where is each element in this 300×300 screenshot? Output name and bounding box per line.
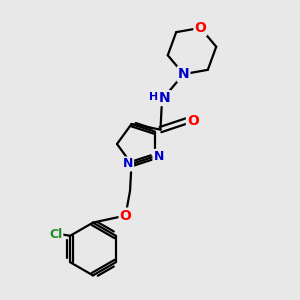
Text: N: N — [123, 158, 133, 170]
Text: O: O — [120, 208, 131, 223]
Text: N: N — [159, 91, 170, 105]
Text: O: O — [194, 21, 206, 35]
Text: Cl: Cl — [49, 228, 62, 241]
Text: N: N — [178, 67, 189, 81]
Text: H: H — [149, 92, 158, 102]
Text: N: N — [153, 150, 164, 163]
Text: O: O — [187, 114, 199, 128]
